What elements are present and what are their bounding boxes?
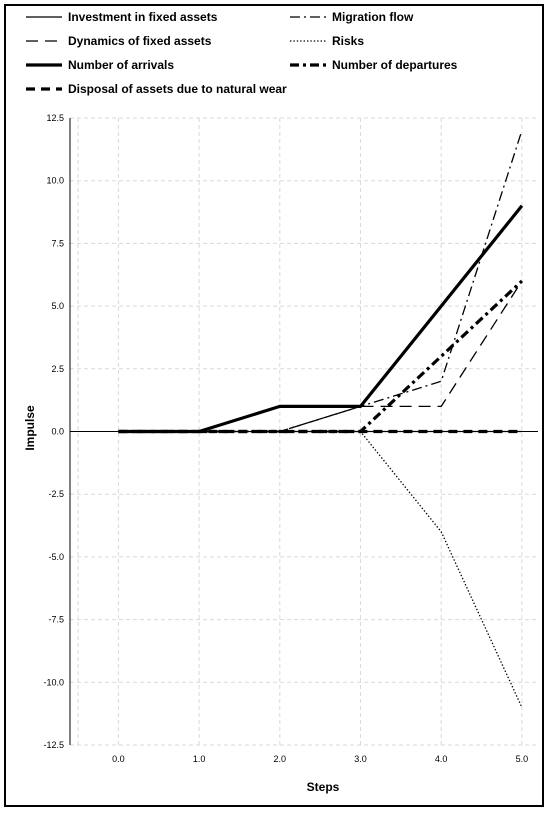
y-tick-label: 12.5: [46, 113, 64, 123]
series-line-6: [118, 279, 523, 434]
tick-labels: 12.5 10.0 7.5 5.0 2.5 0.0 -2.5 -5.0 -7.5 -10.0 -12…: [43, 113, 528, 764]
y-tick-label: 10.0: [46, 176, 64, 186]
series-line-5: [118, 204, 524, 434]
x-tick-label: 0.0: [112, 754, 125, 764]
x-tick-label: 5.0: [516, 754, 529, 764]
x-tick-label: 1.0: [193, 754, 206, 764]
x-tick-label: 3.0: [354, 754, 367, 764]
y-tick-label: 2.5: [51, 364, 64, 374]
series-line-4: [118, 430, 523, 708]
legend-label-4: Risks: [332, 34, 364, 48]
y-tick-label: -7.5: [48, 615, 64, 625]
y-tick-label: 0.0: [51, 427, 64, 437]
legend-label-1: Investment in fixed assets: [68, 10, 218, 24]
y-tick-label: 7.5: [51, 238, 64, 248]
x-axis-label: Steps: [307, 780, 340, 794]
y-tick-label: -5.0: [48, 552, 64, 562]
y-tick-label: -10.0: [43, 677, 64, 687]
series-line-3: [118, 280, 523, 433]
x-tick-label: 2.0: [274, 754, 287, 764]
legend-label-3: Dynamics of fixed assets: [68, 34, 212, 48]
series-group: [118, 130, 524, 708]
legend-label-5: Number of arrivals: [68, 58, 174, 72]
legend-label-2: Migration flow: [332, 10, 414, 24]
legend-label-7: Disposal of assets due to natural wear: [68, 82, 287, 96]
y-tick-label: -12.5: [43, 740, 64, 750]
y-axis-label: Impulse: [23, 405, 37, 451]
x-tick-label: 4.0: [435, 754, 448, 764]
legend-label-6: Number of departures: [332, 58, 458, 72]
line-chart: Investment in fixed assets Migration flow…: [23, 10, 538, 794]
y-tick-label: -2.5: [48, 489, 64, 499]
y-tick-label: 5.0: [51, 301, 64, 311]
chart-frame: Investment in fixed assets Migration flow…: [4, 4, 544, 807]
legend: Investment in fixed assets Migration flow…: [26, 10, 458, 96]
